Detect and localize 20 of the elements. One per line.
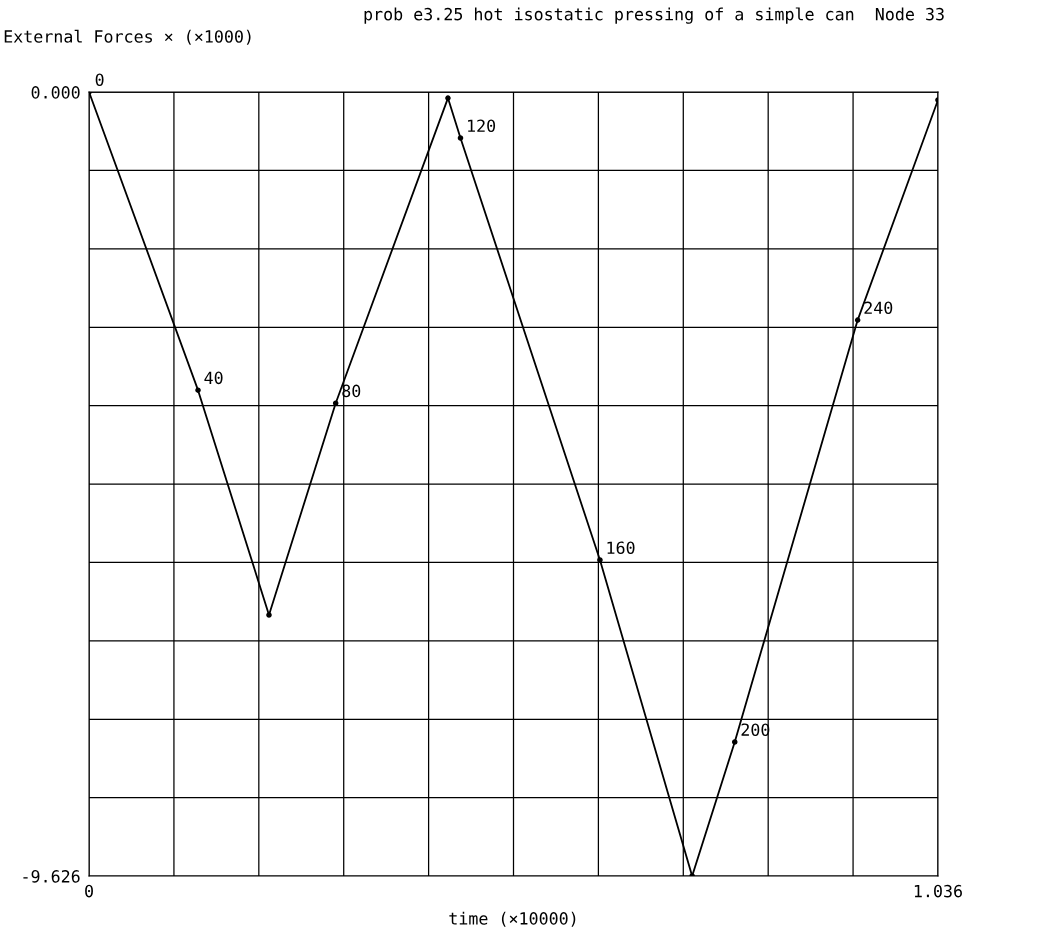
y-axis-title: External Forces × (×1000) <box>4 29 251 45</box>
point <box>195 387 201 393</box>
point <box>597 557 603 563</box>
point <box>457 135 464 141</box>
point <box>689 873 695 877</box>
annotation: 40 <box>204 371 223 385</box>
annotation: 160 <box>607 541 635 555</box>
point <box>332 400 339 406</box>
point <box>445 95 451 101</box>
chart-title: prob e3.25 hot isostatic pressing of a simple can Node 33 <box>364 7 944 24</box>
x-tick-label: 1.036 <box>914 884 962 898</box>
annotation: 0 <box>95 73 104 87</box>
point <box>854 317 861 323</box>
point <box>266 612 272 618</box>
x-axis-title: time (×10000) <box>449 911 576 927</box>
annotation: 240 <box>864 301 893 315</box>
annotation: 120 <box>468 119 496 133</box>
point <box>731 739 738 745</box>
y-tick-label: 0.000 <box>31 86 80 99</box>
y-tick-label: -9.626 <box>23 870 80 883</box>
